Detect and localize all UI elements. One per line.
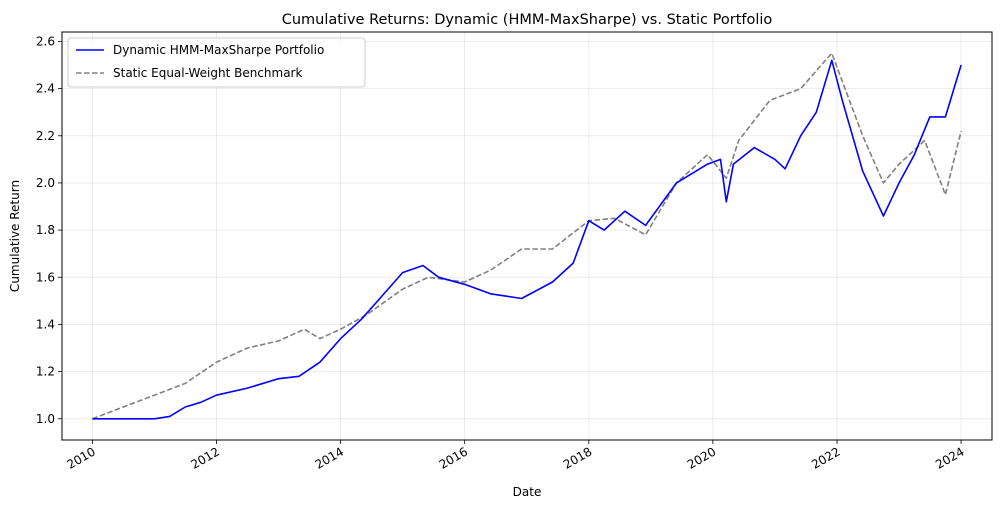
legend-label-static: Static Equal-Weight Benchmark <box>113 66 302 80</box>
grid <box>62 32 992 440</box>
y-tick-label: 2.6 <box>36 34 55 48</box>
y-tick-label: 1.4 <box>36 317 55 331</box>
series-lines <box>92 52 962 420</box>
legend: Dynamic HMM-MaxSharpe Portfolio Static E… <box>67 37 366 88</box>
legend-label-dynamic: Dynamic HMM-MaxSharpe Portfolio <box>113 43 324 57</box>
static-benchmark-line <box>92 52 962 420</box>
y-tick-label: 1.0 <box>36 412 55 426</box>
plot-frame <box>61 31 993 441</box>
y-tick-label: 2.4 <box>36 82 55 96</box>
y-tick-label: 2.0 <box>36 176 55 190</box>
chart-title: Cumulative Returns: Dynamic (HMM-MaxShar… <box>282 12 773 28</box>
dynamic-portfolio-line <box>92 59 962 420</box>
y-tick-label: 2.2 <box>36 129 55 143</box>
y-tick-label: 1.6 <box>36 270 55 284</box>
y-axis-title: Cumulative Return <box>8 180 22 292</box>
x-axis-title: Date <box>513 485 542 499</box>
legend-box <box>67 37 366 88</box>
y-tick-label: 1.2 <box>36 365 55 379</box>
y-tick-label: 1.8 <box>36 223 55 237</box>
